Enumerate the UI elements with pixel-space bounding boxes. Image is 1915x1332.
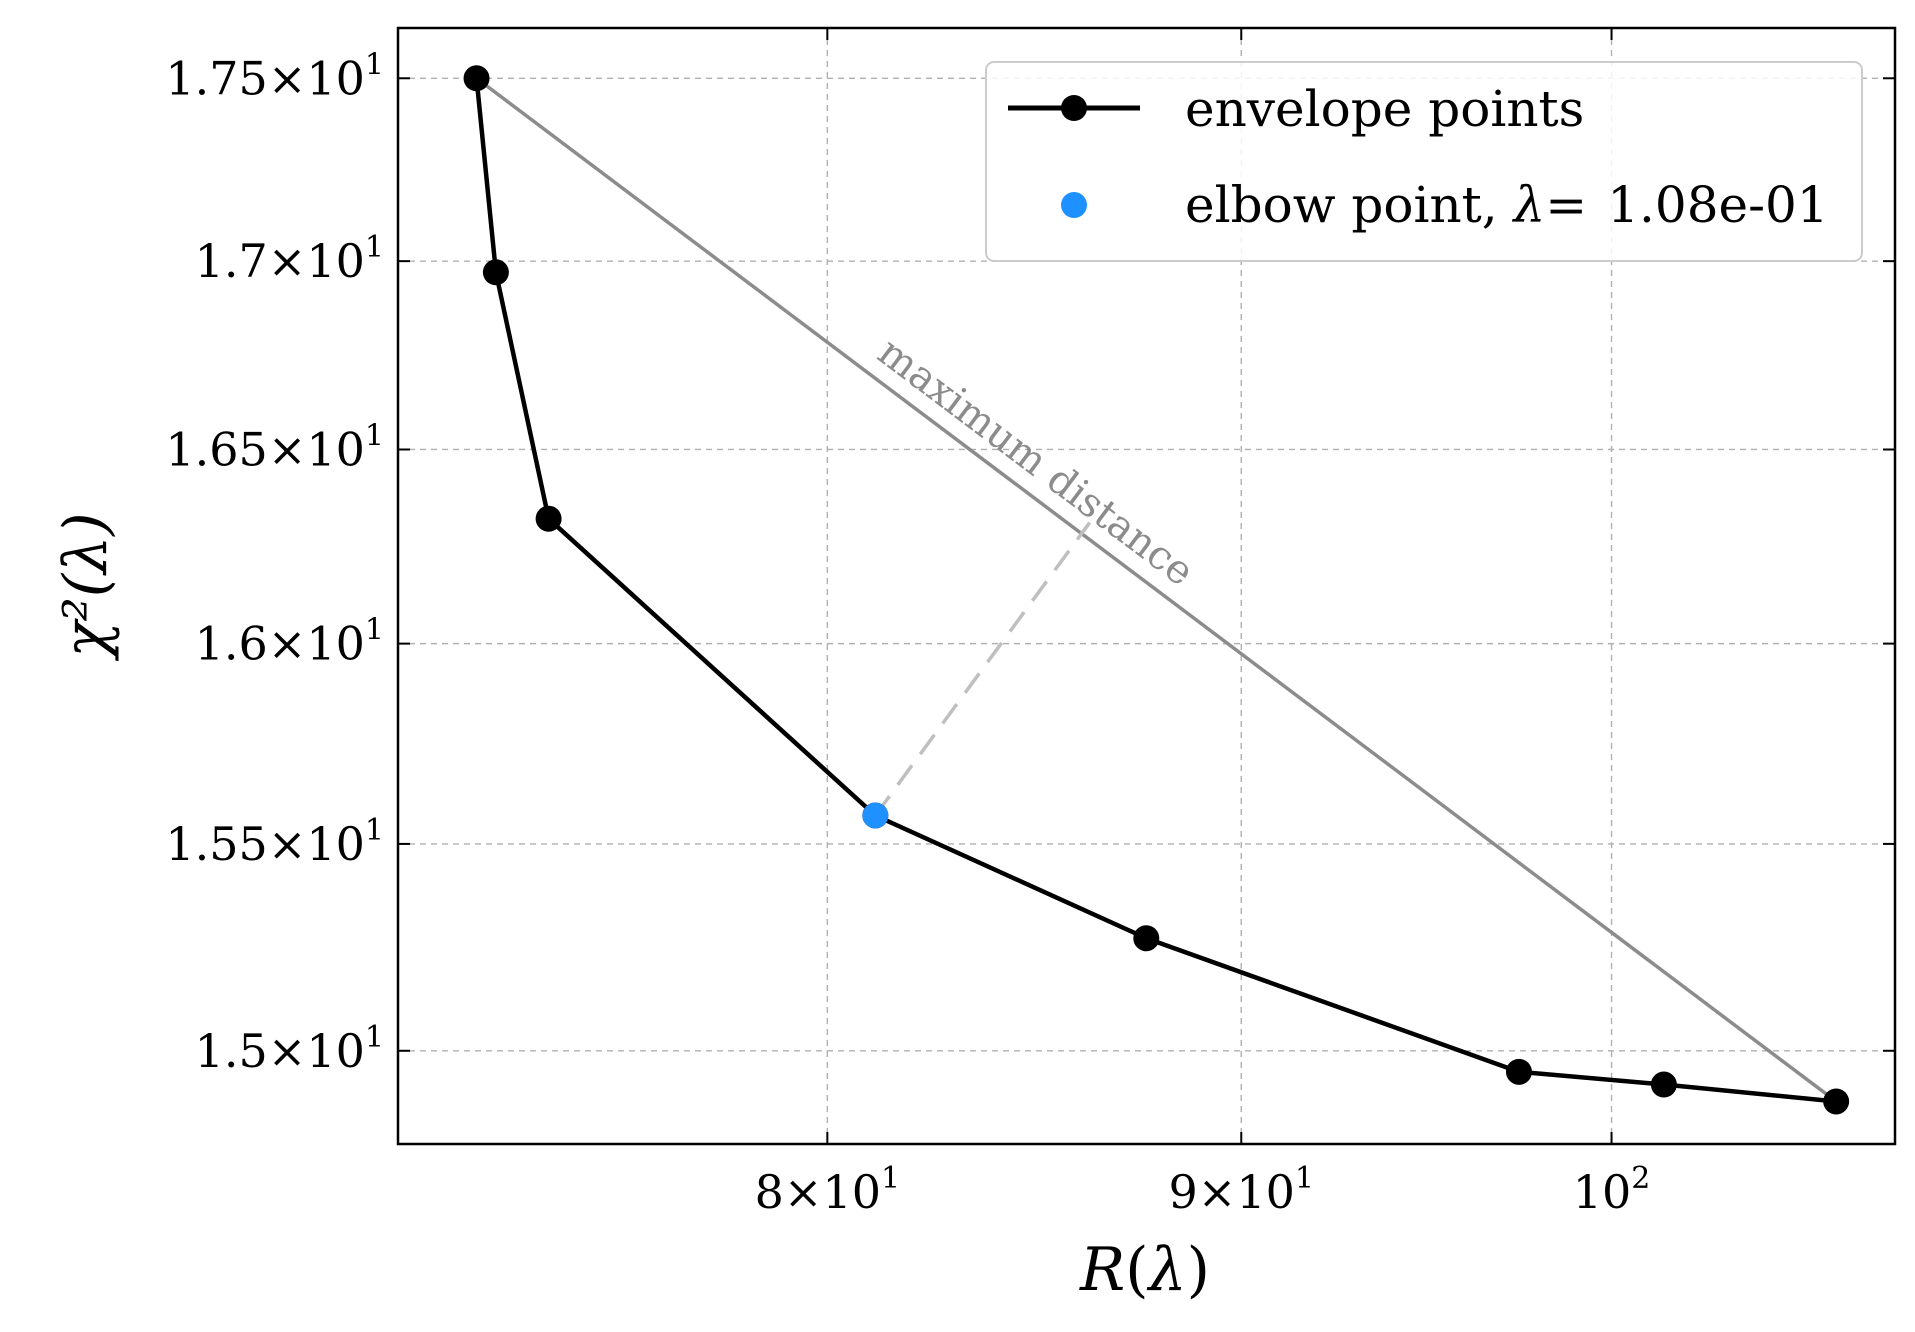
- y-tick-label: 1.7×101: [195, 230, 384, 288]
- legend-envelope-marker: [1061, 95, 1087, 121]
- envelope-point: [535, 505, 562, 532]
- axis-ticks: [398, 28, 1895, 1144]
- x-axis-title: R(λ): [1079, 1235, 1210, 1305]
- chord-layer: [475, 76, 1838, 1103]
- envelope-point: [1650, 1071, 1677, 1098]
- series-layer: [463, 65, 1850, 1115]
- legend-elbow-value: 1.08e-01: [1607, 176, 1828, 234]
- x-tick-label: 102: [1573, 1161, 1651, 1219]
- legend-envelope-label: envelope points: [1185, 80, 1584, 138]
- y-tick-label: 1.65×101: [165, 418, 384, 476]
- envelope-line: [474, 78, 1837, 1104]
- legend-elbow-marker: [1061, 192, 1087, 218]
- y-tick-label: 1.75×101: [165, 47, 384, 105]
- tick-labels: 8×101 9×101 102 1.5×101 1.55×101 1.6×101 1.65×…: [165, 47, 1650, 1219]
- envelope-point: [1823, 1088, 1850, 1115]
- legend-elbow-prefix: elbow point,: [1185, 176, 1514, 234]
- legend-elbow-label: elbow point, λ= 1.08e-01: [1185, 176, 1829, 234]
- envelope-point: [1133, 925, 1160, 952]
- max-distance-line: [873, 521, 1092, 817]
- envelope-point: [1505, 1058, 1532, 1085]
- plot-area-frame: [396, 26, 1897, 1146]
- y-tick-label: 1.6×101: [195, 613, 384, 671]
- legend-elbow-lambda: λ: [1512, 176, 1546, 234]
- chord-line: [475, 76, 1838, 1103]
- envelope-point: [482, 259, 509, 286]
- grid-lines: [398, 28, 1895, 1144]
- elbow-point: [862, 802, 889, 829]
- x-tick-label: 9×101: [1169, 1161, 1314, 1219]
- y-tick-label: 1.55×101: [165, 813, 384, 871]
- envelope-point: [463, 65, 490, 92]
- y-tick-label: 1.5×101: [195, 1020, 384, 1078]
- legend: envelope points elbow point, λ= 1.08e-01: [985, 61, 1863, 262]
- y-axis-title: χ²(λ): [51, 512, 121, 661]
- legend-box: [985, 61, 1863, 262]
- x-tick-label: 8×101: [755, 1161, 900, 1219]
- legend-elbow-equals: =: [1545, 176, 1587, 234]
